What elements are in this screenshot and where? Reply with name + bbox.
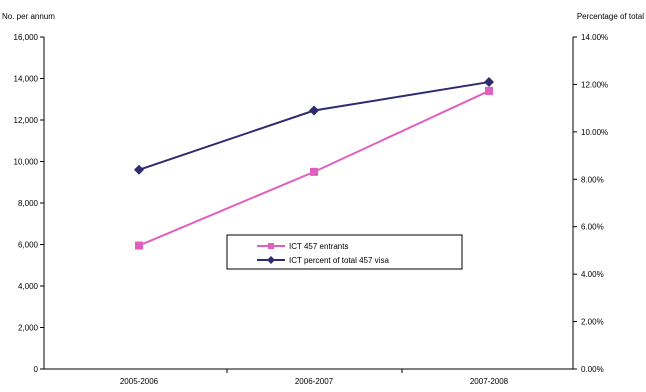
- left-tick-label: 0: [34, 365, 39, 374]
- right-axis-title: Percentage of total: [577, 12, 644, 21]
- left-tick-label: 10,000: [14, 158, 39, 167]
- series-layer: [134, 77, 494, 250]
- left-axis-ticks: 0 2,000 4,000 6,000 8,000 10,000 12,000 14,000 1…: [14, 33, 44, 374]
- legend-marker-entrants: [268, 243, 274, 249]
- right-tick-label: 14.00%: [581, 33, 608, 42]
- legend: ICT 457 entrants ICT percent of total 45…: [226, 234, 463, 270]
- left-tick-label: 4,000: [18, 282, 39, 291]
- x-tick-label: 2006-2007: [295, 377, 334, 386]
- right-tick-label: 12.00%: [581, 80, 608, 89]
- data-point-square: [485, 86, 493, 95]
- x-tick-label: 2007-2008: [470, 377, 509, 386]
- left-tick-label: 14,000: [14, 75, 39, 84]
- data-point-diamond: [484, 77, 494, 88]
- data-point-diamond: [134, 164, 144, 175]
- data-point-square: [135, 241, 143, 250]
- legend-label-entrants: ICT 457 entrants: [289, 242, 348, 251]
- right-tick-label: 0.00%: [581, 365, 604, 374]
- left-tick-label: 16,000: [14, 33, 39, 42]
- right-tick-label: 10.00%: [581, 128, 608, 137]
- left-tick-label: 8,000: [18, 199, 39, 208]
- right-tick-label: 6.00%: [581, 223, 604, 232]
- left-tick-label: 2,000: [18, 324, 39, 333]
- left-tick-label: 6,000: [18, 241, 39, 250]
- data-point-square: [310, 167, 318, 176]
- legend-marker-percent: [267, 256, 275, 264]
- legend-box: [226, 234, 463, 270]
- right-tick-label: 8.00%: [581, 175, 604, 184]
- left-tick-label: 12,000: [14, 116, 39, 125]
- x-tick-label: 2005-2006: [120, 377, 159, 386]
- legend-label-percent: ICT percent of total 457 visa: [289, 256, 389, 265]
- data-point-diamond: [309, 105, 319, 116]
- x-axis-ticks: 2005-2006 2006-2007 2007-2008: [120, 369, 509, 386]
- right-tick-label: 2.00%: [581, 318, 604, 327]
- left-axis-title: No. per annum: [2, 12, 55, 21]
- series-line-1: [138, 81, 490, 171]
- right-axis-ticks: 0.00% 2.00% 4.00% 6.00% 8.00% 10.00% 12.00% 14.…: [573, 33, 608, 374]
- right-tick-label: 4.00%: [581, 270, 604, 279]
